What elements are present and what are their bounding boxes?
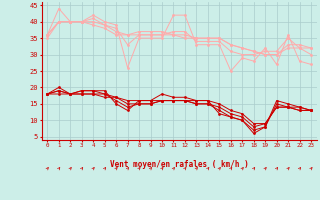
X-axis label: Vent moyen/en rafales ( km/h ): Vent moyen/en rafales ( km/h ) <box>110 160 249 169</box>
